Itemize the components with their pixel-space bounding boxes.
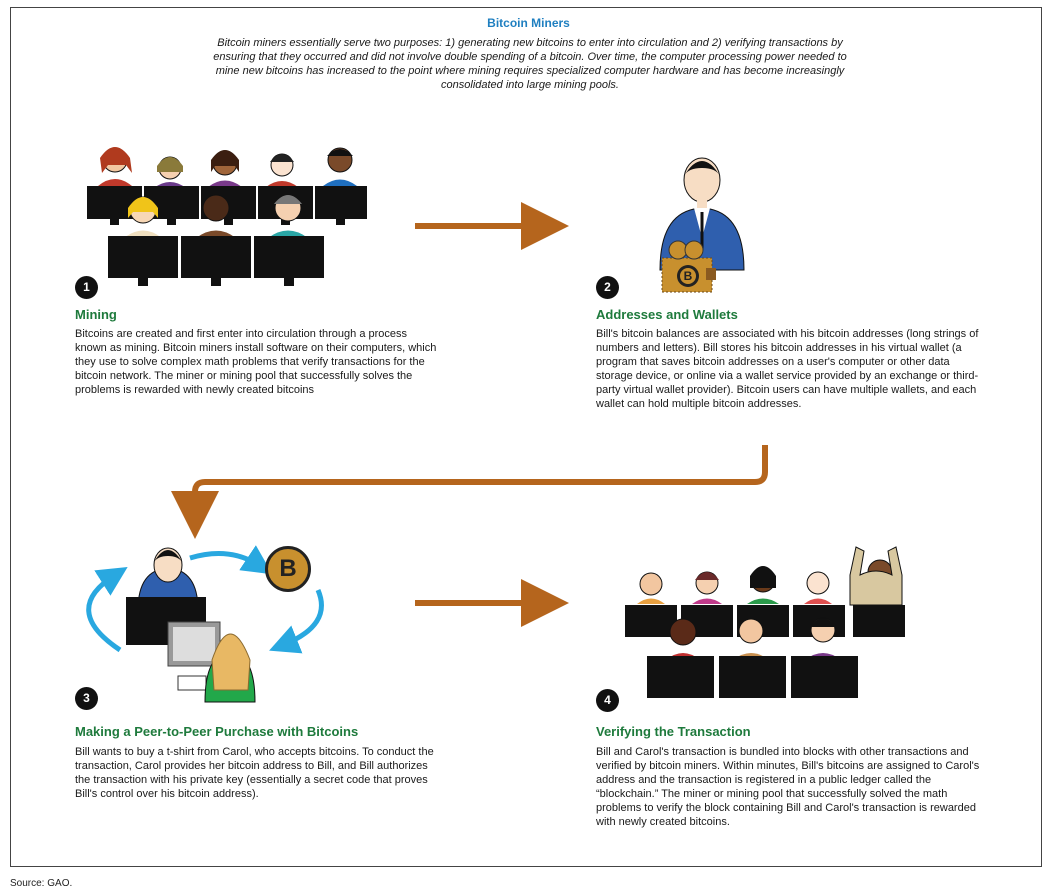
- intro-text: Bitcoin miners essentially serve two pur…: [213, 37, 847, 91]
- miner-person: [637, 572, 665, 604]
- step-title-mining: Mining: [75, 307, 117, 322]
- bitcoin-coin-icon: B: [677, 265, 699, 287]
- bitcoin-coin-icon: [684, 240, 704, 260]
- miner-person: [323, 147, 357, 186]
- step-title-addresses-wallets: Addresses and Wallets: [596, 307, 738, 322]
- miner-person: [266, 153, 298, 187]
- miner-person: [208, 150, 242, 187]
- step-title-verifying: Verifying the Transaction: [596, 724, 751, 739]
- miner-person: [692, 571, 722, 604]
- step-title-peer-purchase: Making a Peer-to-Peer Purchase with Bitc…: [75, 724, 359, 739]
- step-text-verifying: Bill and Carol's transaction is bundled …: [596, 746, 980, 828]
- miner-person: [98, 147, 132, 186]
- bitcoin-coin-icon: B: [265, 546, 311, 592]
- bitcoin-coin-icon: [677, 265, 699, 287]
- monitor: [719, 656, 786, 698]
- miners-illustration-1: [87, 147, 367, 286]
- cycle-arrow: [86, 566, 128, 653]
- step-number-2: 2: [596, 276, 619, 299]
- diagram-title: Bitcoin Miners: [487, 16, 570, 30]
- miner-person: [849, 546, 903, 606]
- step-text-mining: Bitcoins are created and first enter int…: [75, 328, 437, 396]
- miner-person: [805, 617, 841, 660]
- monitor: [315, 186, 367, 225]
- bitcoin-symbol: B: [279, 555, 297, 582]
- wallet-illustration: [659, 157, 745, 293]
- bitcoin-symbol: B: [683, 269, 693, 283]
- step-number-4: 4: [596, 689, 619, 712]
- miner-person: [154, 156, 186, 188]
- miner-person: [747, 566, 779, 604]
- step-text-addresses-wallets: Bill's bitcoin balances are associated w…: [596, 328, 979, 410]
- cycle-arrow: [269, 589, 324, 654]
- monitor: [254, 236, 324, 286]
- cycle-arrow: [189, 545, 273, 575]
- bitcoin-coin-icon: [668, 240, 688, 260]
- miner-person: [804, 571, 832, 604]
- monitor: [853, 605, 905, 637]
- monitor: [791, 656, 858, 698]
- diagram-frame: [10, 7, 1042, 867]
- step-text-peer-purchase: Bill wants to buy a t-shirt from Carol, …: [75, 746, 434, 800]
- miners-illustration-2: [625, 546, 905, 698]
- arrow-step2-to-step3: [171, 445, 768, 539]
- monitor: [108, 236, 178, 286]
- monitor: [647, 656, 714, 698]
- purchase-illustration: [86, 545, 324, 703]
- step-number-1: 1: [75, 276, 98, 299]
- source-note: Source: GAO.: [10, 878, 73, 889]
- step-number-3: 3: [75, 687, 98, 710]
- monitor: [181, 236, 251, 286]
- monitor: [625, 605, 677, 637]
